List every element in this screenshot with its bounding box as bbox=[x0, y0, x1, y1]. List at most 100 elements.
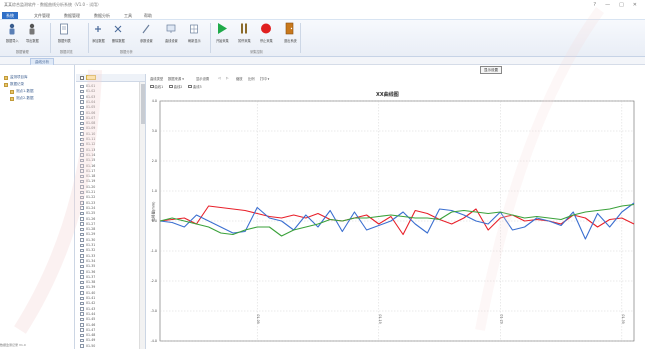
list-item-checkbox[interactable] bbox=[80, 344, 84, 348]
list-item-checkbox[interactable] bbox=[80, 89, 84, 94]
display-option[interactable]: 显示设置 bbox=[196, 77, 210, 81]
tree-item-point2[interactable]: 测点2-数据 bbox=[10, 96, 34, 101]
list-item-checkbox[interactable] bbox=[80, 100, 84, 104]
select-all-checkbox[interactable] bbox=[80, 76, 84, 80]
list-item[interactable]: 01-35 bbox=[76, 264, 138, 269]
series-3-checkbox[interactable]: 曲线3 bbox=[188, 84, 202, 89]
list-item-checkbox[interactable] bbox=[80, 116, 84, 120]
list-item-checkbox[interactable] bbox=[80, 338, 84, 343]
data-list-button[interactable]: 数据列表 bbox=[58, 22, 71, 43]
list-item[interactable]: 01-16 bbox=[76, 164, 138, 169]
add-data-button[interactable]: 添加数据 bbox=[92, 22, 105, 43]
scroll-thumb[interactable] bbox=[141, 84, 145, 124]
list-item-checkbox[interactable] bbox=[80, 217, 84, 221]
list-item-checkbox[interactable] bbox=[80, 142, 84, 147]
list-item[interactable]: 01-04 bbox=[76, 100, 138, 105]
list-item-checkbox[interactable] bbox=[80, 328, 84, 332]
list-item-checkbox[interactable] bbox=[80, 126, 84, 131]
list-item-checkbox[interactable] bbox=[80, 270, 84, 274]
menu-file[interactable]: 文件管理 bbox=[34, 13, 50, 18]
list-item-checkbox[interactable] bbox=[80, 238, 84, 242]
stop-capture-button[interactable]: 停止采集 bbox=[260, 22, 273, 43]
exit-button[interactable]: 退出系统 bbox=[284, 22, 297, 43]
list-item[interactable]: 01-47 bbox=[76, 328, 138, 333]
list-item-checkbox[interactable] bbox=[80, 206, 84, 210]
list-item-checkbox[interactable] bbox=[80, 111, 84, 115]
menu-data-analysis[interactable]: 数据分析 bbox=[94, 13, 110, 18]
list-item[interactable]: 01-23 bbox=[76, 201, 138, 206]
list-item-checkbox[interactable] bbox=[80, 179, 84, 184]
pause-capture-button[interactable]: 暂停采集 bbox=[238, 22, 251, 43]
curve-settings-button[interactable]: 曲线设置 bbox=[165, 22, 178, 43]
menu-system[interactable]: 系统 bbox=[2, 12, 18, 19]
list-item[interactable]: 01-46 bbox=[76, 323, 138, 328]
list-item[interactable]: 01-24 bbox=[76, 206, 138, 211]
list-item-checkbox[interactable] bbox=[80, 285, 84, 290]
list-item-checkbox[interactable] bbox=[80, 84, 84, 88]
list-item[interactable]: 01-08 bbox=[76, 121, 138, 126]
list-item[interactable]: 01-29 bbox=[76, 232, 138, 237]
list-item-checkbox[interactable] bbox=[80, 333, 84, 338]
list-item-checkbox[interactable] bbox=[80, 195, 84, 200]
list-item-checkbox[interactable] bbox=[80, 227, 84, 232]
list-item[interactable]: 01-40 bbox=[76, 291, 138, 296]
scale-button[interactable]: 比例 bbox=[248, 77, 255, 81]
list-item-checkbox[interactable] bbox=[80, 259, 84, 263]
list-item[interactable]: 01-48 bbox=[76, 333, 138, 338]
tree-item-records[interactable]: 数据记录 bbox=[4, 82, 24, 87]
list-item-checkbox[interactable] bbox=[80, 169, 84, 173]
list-item[interactable]: 01-10 bbox=[76, 132, 138, 137]
next-button[interactable]: ▷ bbox=[226, 76, 229, 80]
list-item[interactable]: 01-34 bbox=[76, 259, 138, 264]
list-item[interactable]: 01-43 bbox=[76, 307, 138, 312]
list-item-checkbox[interactable] bbox=[80, 95, 84, 99]
list-item[interactable]: 01-39 bbox=[76, 285, 138, 290]
list-item[interactable]: 01-45 bbox=[76, 317, 138, 322]
list-scrollbar[interactable] bbox=[139, 82, 145, 349]
list-item[interactable]: 01-27 bbox=[76, 222, 138, 227]
list-item-checkbox[interactable] bbox=[80, 248, 84, 253]
list-item[interactable]: 01-12 bbox=[76, 142, 138, 147]
list-item[interactable]: 01-37 bbox=[76, 275, 138, 280]
list-item-checkbox[interactable] bbox=[80, 153, 84, 157]
data-source-dropdown[interactable]: 数据来源 ▾ bbox=[168, 77, 184, 81]
list-item-checkbox[interactable] bbox=[80, 291, 84, 295]
list-item-checkbox[interactable] bbox=[80, 201, 84, 205]
list-item[interactable]: 01-11 bbox=[76, 137, 138, 142]
delete-data-button[interactable]: 删除数据 bbox=[112, 22, 125, 43]
list-item[interactable]: 01-18 bbox=[76, 174, 138, 179]
minimize-icon[interactable]: — bbox=[605, 2, 611, 8]
list-item[interactable]: 01-07 bbox=[76, 116, 138, 121]
menu-data-manage[interactable]: 数据管理 bbox=[64, 13, 80, 18]
list-item[interactable]: 01-21 bbox=[76, 190, 138, 195]
start-capture-button[interactable]: 开始采集 bbox=[216, 22, 229, 43]
list-item-checkbox[interactable] bbox=[80, 190, 84, 194]
list-item-checkbox[interactable] bbox=[80, 296, 84, 300]
tree-item-point1[interactable]: 测点1-数据 bbox=[10, 89, 34, 94]
list-item[interactable]: 01-25 bbox=[76, 211, 138, 216]
list-item[interactable]: 01-44 bbox=[76, 312, 138, 317]
list-item-checkbox[interactable] bbox=[80, 185, 84, 189]
list-item[interactable]: 01-06 bbox=[76, 111, 138, 116]
series-2-checkbox[interactable]: 曲线2 bbox=[169, 84, 182, 89]
list-item[interactable]: 01-09 bbox=[76, 126, 138, 131]
list-item-checkbox[interactable] bbox=[80, 222, 84, 226]
menu-help[interactable]: 帮助 bbox=[144, 13, 152, 18]
export-button[interactable]: 导出数据 bbox=[26, 22, 39, 43]
list-item[interactable]: 01-30 bbox=[76, 238, 138, 243]
list-item[interactable]: 01-49 bbox=[76, 338, 138, 343]
list-item[interactable]: 01-14 bbox=[76, 153, 138, 158]
prev-button[interactable]: ◁ bbox=[218, 76, 221, 80]
tree-item-project-lib[interactable]: 监测项目库 bbox=[4, 75, 28, 80]
list-item[interactable]: 01-15 bbox=[76, 158, 138, 163]
list-item[interactable]: 01-33 bbox=[76, 254, 138, 259]
list-item-checkbox[interactable] bbox=[80, 132, 84, 136]
list-item[interactable]: 01-01 bbox=[76, 84, 138, 89]
refresh-button[interactable]: 刷新显示 bbox=[188, 22, 201, 43]
list-item-checkbox[interactable] bbox=[80, 121, 84, 126]
list-item[interactable]: 01-03 bbox=[76, 95, 138, 100]
list-item[interactable]: 01-42 bbox=[76, 301, 138, 306]
list-item[interactable]: 01-17 bbox=[76, 169, 138, 174]
list-item-checkbox[interactable] bbox=[80, 174, 84, 179]
list-item[interactable]: 01-32 bbox=[76, 248, 138, 253]
